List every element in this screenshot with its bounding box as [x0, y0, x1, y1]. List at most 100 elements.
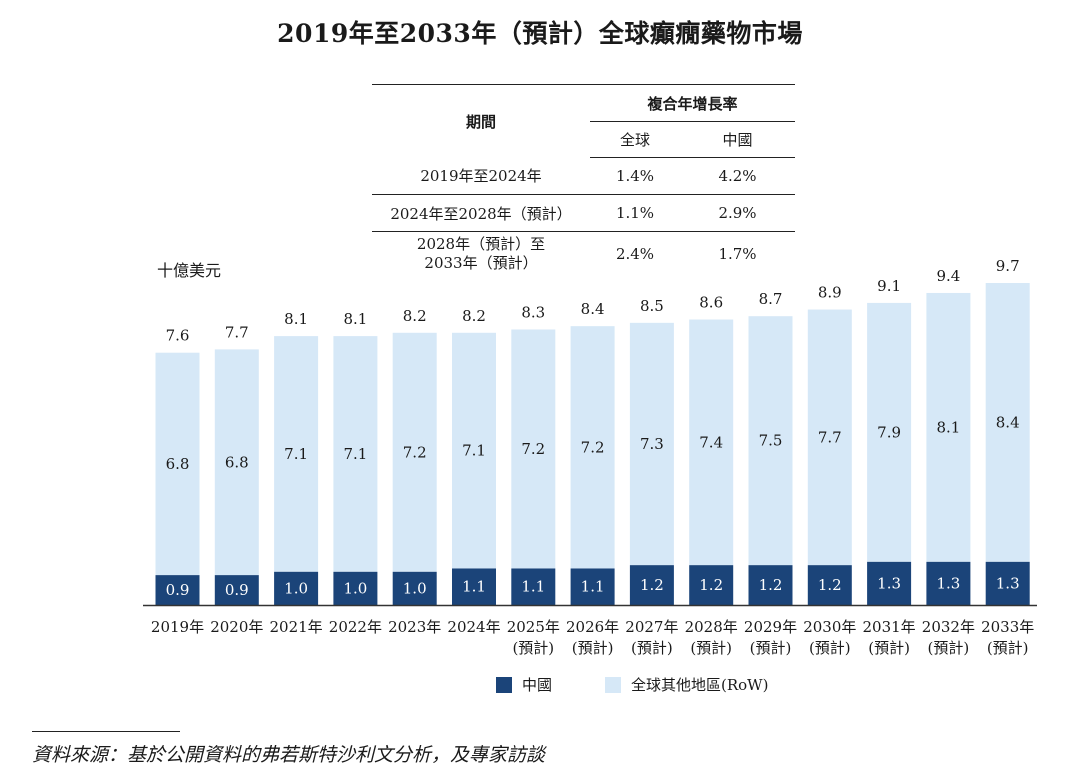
bar-china-segment	[748, 565, 793, 605]
bar-china-segment	[274, 571, 319, 605]
legend-swatch-row	[605, 676, 621, 693]
x-tick-label: 2026年	[566, 618, 619, 636]
data-label-row: 8.1	[936, 418, 960, 436]
data-label-total: 8.9	[818, 284, 842, 302]
data-label-total: 8.5	[640, 297, 664, 315]
data-label-row: 7.4	[699, 433, 723, 451]
table-row-global: 1.4%	[590, 157, 680, 195]
bar-china-segment	[689, 565, 734, 605]
bar-row-segment	[155, 352, 200, 576]
bar-china-segment	[570, 568, 615, 605]
table-row-global: 1.1%	[590, 194, 680, 232]
table-row-china: 2.9%	[680, 194, 795, 232]
bar-row-segment	[452, 332, 496, 569]
table-row-global: 2.4%	[615, 244, 655, 263]
bar-china-segment	[392, 571, 437, 605]
data-label-china: 0.9	[225, 581, 249, 599]
bar-china-segment	[629, 565, 674, 605]
legend-item-row: 全球其他地區(RoW)	[605, 674, 768, 695]
cagr-header: 複合年增長率	[590, 84, 795, 122]
table-row-china: 1.7%	[718, 244, 757, 263]
x-tick-sublabel: (預計)	[928, 639, 970, 657]
bar-row-segment	[214, 349, 259, 576]
data-label-total: 9.7	[996, 257, 1020, 275]
china-col-header: 中國	[680, 121, 795, 158]
period-line-1: 2028年（預計）至	[416, 235, 546, 253]
data-label-china: 1.2	[818, 576, 842, 594]
x-tick-label: 2031年	[863, 618, 916, 636]
x-tick-label: 2023年	[388, 618, 441, 636]
bar-china-segment	[214, 575, 259, 605]
data-label-row: 7.5	[759, 432, 783, 450]
bar-row-segment	[392, 332, 437, 572]
data-label-row: 7.1	[343, 445, 367, 463]
data-label-total: 8.3	[521, 303, 545, 321]
x-tick-label: 2028年	[685, 618, 738, 636]
bar-row-segment	[274, 336, 319, 572]
x-tick-label: 2025年	[507, 618, 560, 636]
data-label-china: 1.1	[521, 578, 545, 596]
data-label-china: 1.1	[581, 578, 605, 596]
x-tick-label: 2021年	[270, 618, 323, 636]
source-divider	[32, 731, 180, 732]
data-label-total: 8.1	[284, 310, 308, 328]
bar-china-segment	[807, 565, 852, 605]
data-label-total: 7.6	[166, 327, 190, 345]
bar-china-segment	[155, 575, 200, 605]
bar-china-segment	[511, 568, 556, 605]
x-tick-label: 2032年	[922, 618, 975, 636]
data-label-total: 7.7	[225, 323, 249, 341]
x-tick-label: 2024年	[447, 618, 500, 636]
x-tick-label: 2033年	[981, 618, 1034, 636]
y-unit-label: 十億美元	[157, 261, 222, 280]
data-label-row: 7.2	[521, 440, 545, 458]
bar-row-segment	[807, 309, 852, 566]
data-label-china: 0.9	[166, 581, 190, 599]
data-label-row: 7.2	[581, 438, 605, 456]
cagr-table: 期間 複合年增長率 全球 中國 2019年至2024年 1.4% 4.2% 20…	[372, 84, 795, 276]
bar-china-segment	[926, 561, 971, 605]
legend-label-china: 中國	[522, 676, 553, 694]
period-line-2: 2033年（預計）	[424, 254, 538, 272]
data-label-china: 1.2	[640, 576, 664, 594]
table-row-period: 2028年（預計）至 2033年（預計）	[372, 232, 590, 277]
bar-row-segment	[985, 283, 1030, 562]
x-tick-label: 2027年	[625, 618, 678, 636]
x-tick-label: 2022年	[329, 618, 382, 636]
x-tick-sublabel: (預計)	[572, 639, 614, 657]
data-label-china: 1.2	[759, 576, 783, 594]
legend-label-row: 全球其他地區(RoW)	[631, 676, 769, 694]
legend-swatch-china	[496, 676, 512, 693]
data-label-china: 1.3	[877, 574, 901, 592]
table-row-period: 2019年至2024年	[372, 157, 590, 195]
x-tick-sublabel: (預計)	[690, 639, 732, 657]
data-label-china: 1.3	[936, 574, 960, 592]
data-label-total: 8.6	[699, 294, 723, 312]
bar-row-segment	[748, 316, 793, 566]
table-row-period: 2024年至2028年（預計）	[372, 194, 590, 232]
bar-row-segment	[867, 302, 912, 562]
x-tick-label: 2020年	[210, 618, 263, 636]
data-label-china: 1.0	[284, 579, 308, 597]
source-note: 資料來源：基於公開資料的弗若斯特沙利文分析，及專家訪談	[32, 744, 546, 766]
table-row-china: 4.2%	[680, 157, 795, 195]
data-label-china: 1.2	[699, 576, 723, 594]
data-label-row: 7.1	[284, 445, 308, 463]
x-tick-label: 2030年	[803, 618, 856, 636]
data-label-china: 1.3	[996, 574, 1020, 592]
data-label-row: 6.8	[166, 455, 190, 473]
bar-row-segment	[689, 319, 734, 566]
bar-china-segment	[867, 561, 912, 605]
data-label-row: 7.2	[403, 443, 427, 461]
bar-row-segment	[511, 329, 556, 569]
data-label-total: 9.1	[877, 277, 901, 295]
bar-china-segment	[333, 571, 378, 605]
x-tick-sublabel: (預計)	[868, 639, 910, 657]
bar-china-segment	[452, 568, 496, 605]
x-tick-sublabel: (預計)	[809, 639, 851, 657]
data-label-row: 7.7	[818, 428, 842, 446]
legend-item-china: 中國	[496, 674, 552, 695]
chart-title: 2019年至2033年（預計）全球癲癇藥物市場	[277, 19, 803, 48]
x-tick-label: 2019年	[151, 618, 204, 636]
